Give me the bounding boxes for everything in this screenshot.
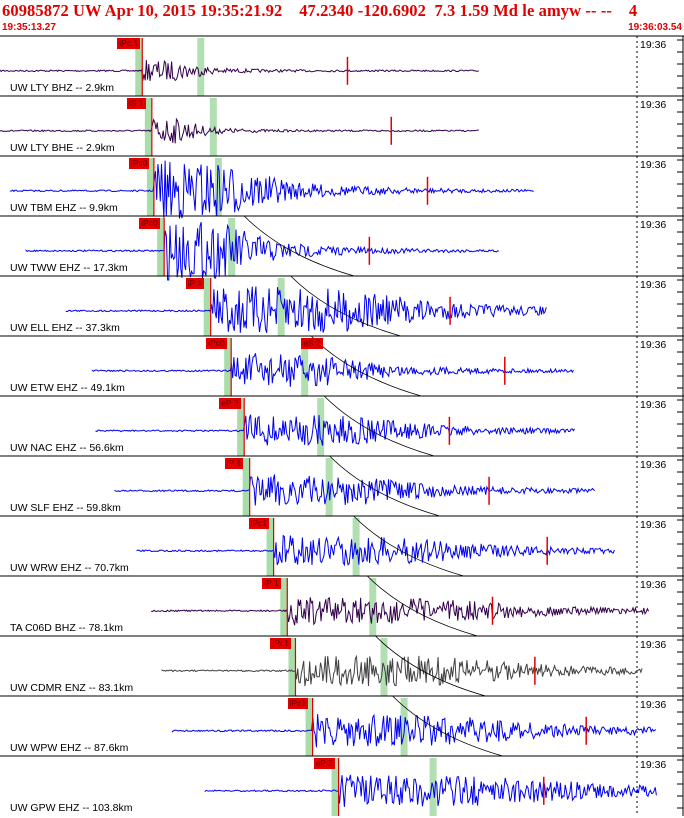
pick-label[interactable]: iPc0 (139, 218, 160, 229)
station-label: UW TWW EHZ -- 17.3km (10, 262, 128, 274)
trace-panel[interactable]: iPc1 19:36 UW WPW EHZ -- 87.6km (0, 695, 684, 757)
waveform-trace (91, 353, 574, 387)
station-label: UW GPW EHZ -- 103.8km (10, 802, 133, 814)
pick-label[interactable]: eP 2 (219, 398, 241, 409)
time-mark: 19:36 (640, 39, 667, 51)
pick-label[interactable]: iP 1 (224, 458, 244, 469)
trace-panel[interactable]: iP 1 19:36 TA C06D BHZ -- 78.1km (0, 575, 684, 637)
waveform-trace (161, 654, 643, 687)
trace-panel[interactable]: eP 2 19:36 UW GPW EHZ -- 103.8km (0, 755, 684, 816)
station-label: UW LTY BHE -- 2.9km (10, 142, 115, 154)
trace-panel[interactable]: iP 1 19:36 UW ELL EHZ -- 37.3km (0, 275, 684, 337)
time-mark: 19:36 (640, 759, 667, 771)
s-pick-label[interactable]: eS 2 (301, 338, 323, 349)
station-label: UW NAC EHZ -- 56.6km (10, 442, 124, 454)
time-mark: 19:36 (640, 399, 667, 411)
waveform-plot (0, 215, 684, 281)
trace-panel[interactable]: iPc1 19:36 UW CDMR ENZ -- 83.1km (0, 635, 684, 697)
time-mark: 19:36 (640, 279, 667, 291)
seismogram-panels: iPc 1 19:36 UW LTY BHZ -- 2.9km iS 1 19:36 UW… (0, 35, 684, 818)
waveform-trace (0, 117, 479, 144)
time-mark: 19:36 (640, 699, 667, 711)
waveform-trace (171, 713, 657, 748)
end-time: 19:36:03.54 (628, 22, 682, 33)
pick-label[interactable]: iPc1 (248, 518, 270, 529)
waveform-plot (0, 335, 684, 397)
trace-panel[interactable]: iPc0 19:36 UW TWW EHZ -- 17.3km (0, 215, 684, 281)
trace-panel[interactable]: eP 2 19:36 UW NAC EHZ -- 56.6km (0, 395, 684, 457)
trace-panel[interactable]: iPc1 19:36 UW WRW EHZ -- 70.7km (0, 515, 684, 577)
waveform-plot (0, 275, 684, 337)
waveform-trace (95, 414, 576, 447)
waveform-plot (0, 155, 684, 219)
trace-panel[interactable]: iS 1 19:36 UW LTY BHE -- 2.9km (0, 95, 684, 156)
pick-label[interactable]: iPc0 (128, 158, 150, 169)
pick-label[interactable]: eP 2 (313, 758, 335, 769)
waveform-plot (0, 455, 684, 517)
pick-label[interactable]: iP 1 (185, 278, 205, 289)
station-label: UW LTY BHZ -- 2.9km (10, 82, 115, 94)
waveform-trace (9, 160, 534, 219)
station-label: TA C06D BHZ -- 78.1km (10, 622, 123, 634)
waveform-plot (0, 575, 684, 637)
pick-label[interactable]: iPc1 (270, 638, 292, 649)
time-mark: 19:36 (640, 459, 667, 471)
time-mark: 19:36 (640, 99, 667, 111)
pick-label[interactable]: iPc 1 (117, 38, 141, 49)
pick-label[interactable]: iPc1 (287, 698, 309, 709)
trace-panel[interactable]: iPc 1 19:36 UW LTY BHZ -- 2.9km (0, 35, 684, 96)
waveform-trace (136, 534, 615, 567)
pick-label[interactable]: iPc0 (206, 338, 227, 349)
waveform-plot (0, 395, 684, 457)
waveform-plot (0, 35, 684, 96)
waveform-trace (114, 474, 596, 506)
time-mark: 19:36 (640, 339, 667, 351)
station-label: UW ELL EHZ -- 37.3km (10, 322, 120, 334)
waveform-plot (0, 695, 684, 757)
station-label: UW SLF EHZ -- 59.8km (10, 502, 121, 514)
waveform-trace (65, 286, 547, 334)
time-mark: 19:36 (640, 219, 667, 231)
waveform-trace (204, 774, 657, 807)
time-mark: 19:36 (640, 159, 667, 171)
time-mark: 19:36 (640, 579, 667, 591)
station-label: UW WPW EHZ -- 87.6km (10, 742, 129, 754)
waveform-plot (0, 635, 684, 697)
waveform-plot (0, 95, 684, 156)
waveform-plot (0, 515, 684, 577)
waveform-trace (151, 597, 650, 626)
trace-panel[interactable]: iPc0 19:36 UW TBM EHZ -- 9.9km (0, 155, 684, 219)
time-mark: 19:36 (640, 519, 667, 531)
station-label: UW ETW EHZ -- 49.1km (10, 382, 125, 394)
waveform-trace (0, 59, 479, 82)
waveform-plot (0, 755, 684, 816)
station-label: UW WRW EHZ -- 70.7km (10, 562, 129, 574)
pick-label[interactable]: iP 1 (262, 578, 281, 589)
waveform-trace (25, 221, 499, 281)
start-time: 19:35:13.27 (2, 22, 56, 33)
station-label: UW TBM EHZ -- 9.9km (10, 202, 118, 214)
time-mark: 19:36 (640, 639, 667, 651)
event-title: 60985872 UW Apr 10, 2015 19:35:21.92 47.… (2, 1, 638, 20)
trace-panel[interactable]: iPc0 eS 2 19:36 UW ETW EHZ -- 49.1km (0, 335, 684, 397)
station-label: UW CDMR ENZ -- 83.1km (10, 682, 134, 694)
trace-panel[interactable]: iP 1 19:36 UW SLF EHZ -- 59.8km (0, 455, 684, 517)
pick-label[interactable]: iS 1 (126, 98, 146, 109)
header: 60985872 UW Apr 10, 2015 19:35:21.92 47.… (0, 0, 684, 36)
